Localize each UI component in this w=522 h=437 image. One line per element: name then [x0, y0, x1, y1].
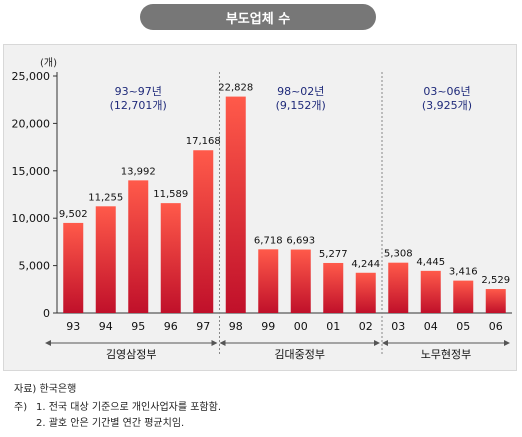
y-tick-label: 5,000 — [19, 260, 51, 273]
value-label-02: 4,244 — [351, 259, 380, 270]
bar-01 — [323, 262, 344, 313]
x-tick-label-04: 04 — [424, 320, 438, 333]
bar-03 — [388, 262, 409, 313]
value-label-00: 6,693 — [286, 236, 315, 247]
y-tick-label: 10,000 — [12, 212, 51, 225]
value-label-95: 13,992 — [121, 166, 156, 177]
period-range-label: 98~02년 — [277, 85, 324, 98]
value-label-96: 11,589 — [153, 189, 188, 200]
x-tick-label-95: 95 — [131, 320, 145, 333]
bar-00 — [290, 249, 311, 313]
x-tick-label-06: 06 — [489, 320, 503, 333]
value-label-03: 5,308 — [384, 249, 413, 260]
bar-05 — [453, 280, 474, 313]
x-tick-label-97: 97 — [196, 320, 210, 333]
arrow-right-icon — [374, 340, 380, 346]
x-tick-label-99: 99 — [261, 320, 275, 333]
y-tick-label: 0 — [43, 307, 50, 320]
x-tick-label-94: 94 — [99, 320, 113, 333]
government-label: 김영삼정부 — [106, 348, 157, 361]
period-average-label: (3,925개) — [422, 99, 472, 112]
x-tick-label-05: 05 — [456, 320, 470, 333]
bar-06 — [485, 289, 506, 313]
arrow-left-icon — [45, 340, 51, 346]
government-label: 김대중정부 — [274, 348, 325, 361]
bar-94 — [95, 206, 116, 313]
x-tick-label-03: 03 — [391, 320, 405, 333]
value-label-97: 17,168 — [186, 136, 221, 147]
value-label-98: 22,828 — [218, 83, 253, 94]
x-tick-label-96: 96 — [164, 320, 178, 333]
bar-96 — [160, 203, 181, 313]
chart-panel — [3, 44, 517, 371]
bar-99 — [258, 249, 279, 313]
period-average-label: (9,152개) — [276, 99, 326, 112]
y-tick-label: 15,000 — [12, 165, 51, 178]
government-label: 노무현정부 — [421, 348, 472, 361]
note-label: 주) — [14, 402, 28, 413]
value-label-05: 3,416 — [449, 267, 478, 278]
bar-98 — [225, 96, 246, 313]
value-label-99: 6,718 — [254, 235, 283, 246]
chart-title: 부도업체 수 — [140, 4, 376, 30]
arrow-left-icon — [382, 340, 388, 346]
y-tick-label: 20,000 — [12, 117, 51, 130]
y-tick-label: 25,000 — [12, 70, 51, 83]
bar-02 — [355, 272, 376, 313]
note-line-1: 1. 전국 대상 기준으로 개인사업자를 포함함. — [36, 402, 222, 413]
period-range-label: 03~06년 — [423, 85, 470, 98]
value-label-94: 11,255 — [88, 192, 123, 203]
arrow-right-icon — [211, 340, 218, 346]
value-label-04: 4,445 — [416, 257, 445, 268]
source-note: 자료) 한국은행 — [14, 384, 77, 395]
value-label-93: 9,502 — [59, 209, 88, 220]
bar-93 — [63, 222, 84, 313]
x-tick-label-98: 98 — [229, 320, 243, 333]
x-tick-label-93: 93 — [66, 320, 80, 333]
x-tick-label-00: 00 — [294, 320, 308, 333]
bar-95 — [128, 180, 149, 313]
value-label-01: 5,277 — [319, 249, 348, 260]
note-line-2: 2. 괄호 안은 기간별 연간 평균치임. — [36, 418, 185, 429]
x-tick-label-01: 01 — [326, 320, 340, 333]
x-tick-label-02: 02 — [359, 320, 373, 333]
arrow-right-icon — [504, 340, 510, 346]
arrow-left-icon — [219, 340, 226, 346]
bar-97 — [193, 150, 214, 313]
bar-04 — [420, 270, 441, 313]
y-unit-label: (개) — [40, 57, 57, 69]
value-label-06: 2,529 — [481, 275, 510, 286]
period-range-label: 93~97년 — [115, 85, 162, 98]
period-average-label: (12,701개) — [110, 99, 167, 112]
